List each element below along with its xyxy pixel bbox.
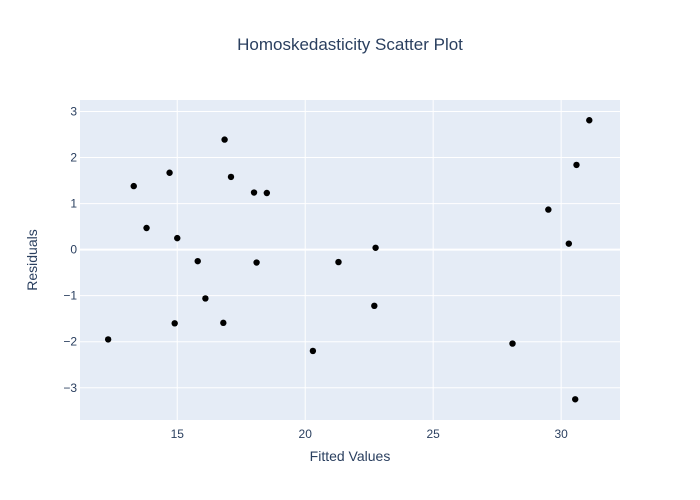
plot-area bbox=[80, 100, 620, 420]
data-point bbox=[372, 244, 379, 251]
data-point bbox=[194, 257, 201, 265]
x-tick-label: 15 bbox=[171, 427, 185, 441]
data-point bbox=[202, 295, 209, 302]
data-point bbox=[174, 234, 181, 242]
data-point bbox=[250, 189, 258, 196]
y-axis-label: Residuals bbox=[24, 229, 40, 290]
chart-title: Homoskedasticity Scatter Plot bbox=[237, 35, 463, 54]
y-tick-label: −3 bbox=[63, 381, 77, 395]
x-axis-label: Fitted Values bbox=[310, 448, 391, 464]
data-point bbox=[545, 206, 552, 213]
data-point bbox=[227, 173, 235, 181]
y-tick-label: 0 bbox=[70, 243, 77, 257]
gridlines bbox=[80, 100, 620, 420]
data-point bbox=[335, 258, 342, 266]
data-point bbox=[572, 396, 579, 403]
y-axis-ticks: −3 −2 −1 0 1 2 3 bbox=[63, 105, 77, 395]
y-tick-label: −2 bbox=[63, 335, 77, 349]
data-point bbox=[220, 319, 227, 327]
data-point bbox=[371, 302, 378, 310]
x-axis-ticks: 15 20 25 30 bbox=[171, 427, 569, 441]
data-point bbox=[143, 224, 150, 232]
y-tick-label: 3 bbox=[70, 105, 77, 119]
data-point bbox=[565, 240, 573, 247]
y-tick-label: −1 bbox=[63, 289, 77, 303]
data-points bbox=[104, 117, 593, 403]
data-point bbox=[253, 259, 260, 266]
data-point bbox=[221, 136, 228, 143]
x-tick-label: 20 bbox=[299, 427, 313, 441]
x-tick-label: 25 bbox=[426, 427, 440, 441]
data-point bbox=[509, 340, 516, 347]
x-tick-label: 30 bbox=[554, 427, 568, 441]
data-point bbox=[309, 347, 317, 355]
data-point bbox=[104, 336, 112, 343]
data-point bbox=[573, 161, 580, 169]
data-point bbox=[130, 182, 137, 190]
data-point bbox=[171, 320, 178, 327]
data-point bbox=[166, 169, 173, 176]
data-point bbox=[586, 117, 593, 124]
data-point bbox=[263, 189, 271, 197]
y-tick-label: 2 bbox=[70, 151, 77, 165]
y-tick-label: 1 bbox=[70, 197, 77, 211]
